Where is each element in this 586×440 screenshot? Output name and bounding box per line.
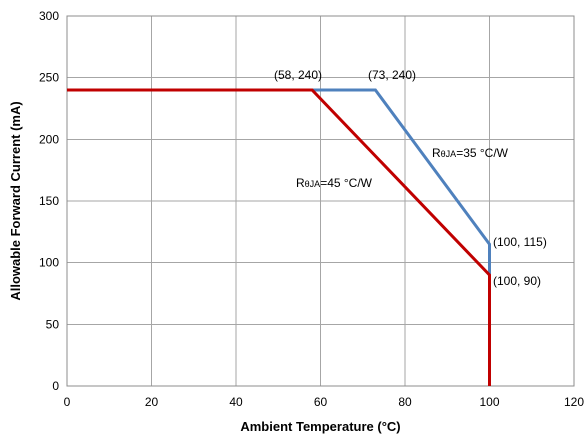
point-label: (73, 240): [368, 68, 416, 82]
annotations: RθJA=35 °C/W RθJA=45 °C/W (58, 240) (73, 24…: [274, 68, 547, 288]
series-lines: [67, 88, 491, 386]
y-tick-label: 50: [46, 317, 60, 331]
y-tick-label: 0: [52, 379, 59, 393]
series-line-rtheta-45: [67, 88, 491, 386]
point-label: (58, 240): [274, 68, 322, 82]
point-label: (100, 115): [493, 235, 547, 249]
x-axis-title: Ambient Temperature (°C): [240, 419, 400, 434]
x-tick-label: 0: [64, 395, 71, 409]
y-tick-label: 250: [39, 71, 59, 85]
plot-area-frame: [66, 15, 575, 387]
x-tick-label: 40: [229, 395, 243, 409]
tick-labels: 0 20 40 60 80 100 120 0 50 100 150 200 250 300: [39, 9, 584, 409]
x-tick-label: 60: [314, 395, 328, 409]
x-tick-label: 20: [145, 395, 159, 409]
y-tick-label: 200: [39, 132, 59, 146]
x-tick-label: 80: [398, 395, 412, 409]
series-label: RθJA=35 °C/W: [432, 146, 509, 160]
series-line-rtheta-35: [67, 88, 491, 386]
point-label: (100, 90): [493, 274, 541, 288]
series-label: RθJA=45 °C/W: [296, 176, 373, 190]
y-tick-label: 150: [39, 194, 59, 208]
x-tick-label: 120: [564, 395, 584, 409]
y-tick-label: 100: [39, 256, 59, 270]
y-tick-label: 300: [39, 9, 59, 23]
x-tick-label: 100: [479, 395, 499, 409]
y-axis-title: Allowable Forward Current (mA): [8, 101, 23, 300]
